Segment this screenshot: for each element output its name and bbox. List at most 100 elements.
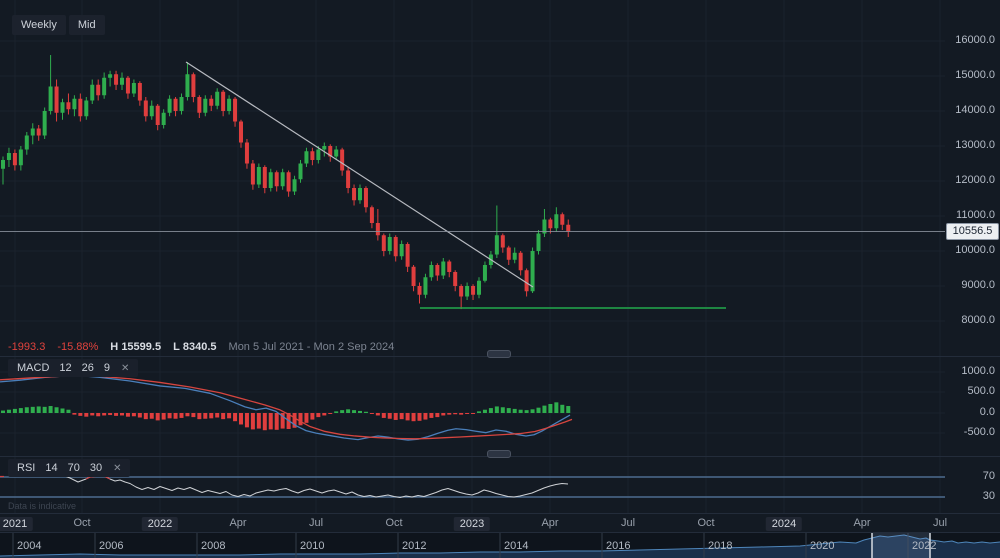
timeline-year-label: 2012 — [402, 540, 427, 552]
candle-body — [405, 244, 410, 267]
macd-histogram-bar — [239, 413, 243, 425]
macd-histogram-bar — [18, 408, 23, 413]
candle-body — [167, 98, 172, 113]
macd-histogram-bar — [102, 413, 107, 416]
rsi-indicator-label: RSI 14 70 30 ✕ — [8, 459, 131, 477]
rsi-tick: 30 — [982, 490, 995, 502]
candle-body — [96, 84, 101, 96]
rsi-param-upper: 70 — [67, 462, 80, 474]
macd-histogram-bar — [524, 410, 529, 413]
low-value: L 8340.5 — [173, 341, 217, 353]
candle-body — [417, 286, 422, 295]
candle-body — [280, 172, 285, 187]
timeline-year-label: 2020 — [810, 540, 835, 552]
macd-histogram-bar — [6, 409, 11, 413]
macd-param-signal: 9 — [103, 362, 111, 374]
macd-histogram-bar — [423, 413, 428, 420]
pane-separator-timeline — [0, 532, 1000, 533]
timeline-year-label: 2016 — [606, 540, 631, 552]
macd-histogram-bar — [405, 413, 410, 421]
macd-histogram-bar — [536, 407, 541, 413]
candle-body — [542, 219, 547, 234]
candle-body — [352, 188, 357, 201]
candle-body — [441, 261, 446, 276]
macd-histogram-bar — [346, 409, 351, 413]
time-label: Oct — [385, 517, 403, 529]
rsi-pane-resize-handle[interactable] — [487, 450, 511, 458]
macd-histogram-bar — [268, 413, 273, 430]
candle-body — [328, 146, 333, 157]
candle-body — [494, 235, 499, 255]
rsi-tick: 70 — [982, 470, 995, 482]
candle-body — [120, 77, 124, 85]
minimap-line — [0, 534, 1000, 557]
macd-tick: 1000.0 — [961, 365, 995, 377]
macd-histogram-bar — [429, 413, 434, 418]
macd-histogram-bar — [465, 413, 470, 414]
price-source-button[interactable]: Mid — [68, 15, 105, 35]
time-label: Apr — [853, 517, 871, 529]
candle-body — [322, 146, 327, 150]
macd-histogram-bar — [42, 406, 47, 413]
candle-body — [24, 135, 29, 150]
timeline-year-label: 2004 — [17, 540, 42, 552]
macd-histogram-bar — [292, 413, 297, 428]
macd-histogram-bar — [417, 413, 422, 421]
time-label: 2023 — [453, 517, 491, 531]
macd-histogram-bar — [114, 413, 119, 416]
candle-body — [286, 172, 291, 192]
candle-body — [554, 214, 559, 229]
macd-histogram-bar — [262, 413, 267, 431]
time-label: Oct — [697, 517, 715, 529]
macd-line — [0, 374, 571, 441]
timeline-year-label: 2010 — [300, 540, 325, 552]
rsi-close-icon[interactable]: ✕ — [113, 462, 122, 474]
candle-body — [387, 237, 392, 251]
timeline-selection[interactable] — [872, 533, 930, 558]
minimap-area — [0, 535, 1000, 558]
candle-body — [12, 153, 17, 166]
macd-histogram-bar — [179, 413, 184, 418]
time-label: Apr — [541, 517, 559, 529]
price-tick: 11000.0 — [956, 209, 995, 221]
macd-histogram-bar — [203, 413, 208, 419]
macd-histogram-bar — [24, 407, 29, 413]
macd-close-icon[interactable]: ✕ — [121, 362, 130, 374]
macd-histogram-bar — [108, 413, 113, 416]
macd-histogram-bar — [316, 413, 321, 418]
timeframe-button[interactable]: Weekly — [12, 15, 66, 35]
current-price-label: 10556.5 — [946, 223, 999, 240]
candle-body — [203, 98, 208, 113]
candle-body — [268, 172, 273, 188]
price-tick: 10000.0 — [955, 244, 995, 256]
candle-body — [114, 74, 119, 85]
macd-histogram-bar — [250, 413, 255, 430]
macd-histogram-bar — [143, 413, 148, 420]
macd-histogram-bar — [209, 413, 214, 419]
time-label: 2024 — [765, 517, 803, 531]
macd-pane-resize-handle[interactable] — [487, 350, 511, 358]
candle-body — [179, 97, 184, 111]
macd-histogram-bar — [1, 410, 5, 413]
macd-histogram-bar — [518, 409, 523, 413]
macd-histogram-bar — [512, 408, 517, 413]
macd-histogram-bar — [548, 403, 553, 413]
macd-histogram-bar — [167, 413, 172, 419]
candle-body — [423, 277, 428, 295]
candle-body — [477, 280, 481, 295]
candle-body — [6, 153, 11, 160]
macd-histogram-bar — [363, 411, 368, 413]
candle-body — [548, 219, 553, 229]
candle-body — [465, 286, 470, 297]
macd-histogram-bar — [477, 411, 481, 413]
candle-body — [54, 86, 59, 113]
macd-histogram-bar — [173, 413, 178, 419]
candle-body — [292, 179, 297, 192]
macd-histogram-bar — [274, 413, 279, 430]
price-tick: 13000.0 — [955, 139, 995, 151]
candle-body — [72, 98, 77, 110]
macd-histogram-bar — [280, 413, 285, 429]
candle-body — [524, 270, 529, 292]
macd-indicator-label: MACD 12 26 9 ✕ — [8, 359, 139, 377]
